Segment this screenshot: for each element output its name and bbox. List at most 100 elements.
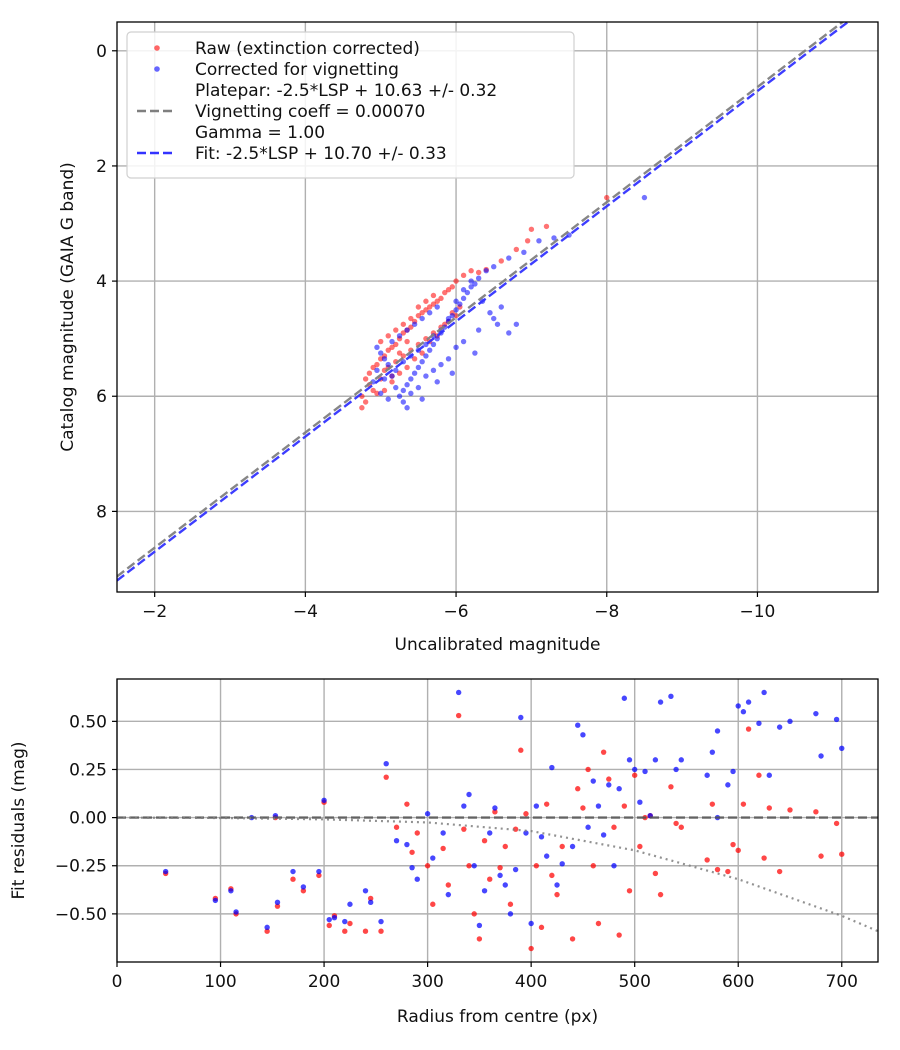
data-point [374, 390, 380, 397]
data-point [730, 768, 736, 775]
data-point [404, 801, 410, 807]
data-point [434, 304, 440, 310]
x-tick-label: 600 [722, 972, 754, 992]
data-point [274, 903, 281, 909]
data-point [468, 268, 474, 274]
data-point [483, 268, 489, 274]
fit-line-fit [117, 22, 850, 582]
data-point [423, 373, 429, 379]
data-point [657, 891, 664, 898]
legend-box [126, 31, 575, 179]
data-point [385, 396, 391, 402]
data-point [400, 399, 407, 405]
data-point [396, 333, 403, 339]
data-point [415, 364, 422, 371]
data-point [362, 888, 369, 894]
x-axis-label: Radius from centre (px) [397, 1007, 598, 1027]
data-point [507, 911, 514, 917]
data-point [678, 824, 684, 830]
data-point [400, 321, 407, 327]
data-point [366, 370, 373, 376]
legend-entry-text: Fit: -2.5*LSP + 10.70 +/- 0.33 [195, 144, 447, 164]
data-point [453, 298, 459, 304]
data-point [776, 724, 783, 730]
data-point [396, 370, 403, 376]
data-point [378, 918, 384, 925]
data-point [468, 278, 474, 284]
data-point [673, 820, 679, 827]
data-point [419, 396, 425, 402]
data-point [487, 830, 493, 836]
data-point [554, 891, 560, 898]
data-point [575, 722, 581, 728]
data-point [426, 310, 433, 316]
data-point [453, 344, 459, 350]
x-axis-label: Uncalibrated magnitude [395, 635, 601, 655]
data-point [389, 379, 395, 385]
x-tick-label: 100 [204, 972, 236, 992]
data-point [404, 405, 410, 411]
data-point [642, 768, 648, 775]
data-point [430, 292, 437, 299]
data-point [709, 749, 716, 755]
data-point [455, 712, 462, 719]
data-point [464, 289, 471, 296]
data-point [367, 895, 374, 902]
data-point [438, 361, 444, 368]
data-point [551, 235, 557, 241]
plot-content [117, 689, 878, 952]
data-point [590, 863, 596, 869]
y-tick-label: 4 [96, 272, 107, 292]
data-point [476, 936, 483, 942]
data-point [481, 838, 488, 844]
data-point [631, 766, 638, 773]
data-point [378, 356, 384, 362]
data-point [766, 772, 772, 778]
data-point [414, 876, 420, 882]
data-point [460, 287, 467, 293]
data-point [498, 258, 504, 264]
data-point [400, 330, 407, 336]
data-point [389, 344, 395, 350]
x-tick-label: −2 [142, 602, 167, 622]
data-point [430, 855, 436, 861]
legend-entry-text: Vignetting coeff = 0.00070 [195, 102, 425, 122]
data-point [445, 356, 452, 362]
data-point [523, 830, 529, 836]
data-point [424, 811, 431, 817]
data-point [668, 693, 674, 700]
data-point [460, 295, 467, 302]
data-point [604, 194, 610, 201]
data-point [475, 269, 482, 276]
data-point [461, 803, 467, 809]
data-point [453, 307, 459, 313]
data-point [502, 882, 508, 888]
data-point [472, 350, 478, 356]
data-point [498, 304, 504, 310]
data-point [347, 901, 353, 907]
data-point [761, 855, 767, 861]
data-point [300, 888, 307, 894]
data-point [506, 330, 512, 336]
data-point [362, 376, 369, 382]
x-tick-label: 300 [411, 972, 443, 992]
series-0-points [162, 712, 845, 952]
data-point [445, 891, 452, 898]
data-point [513, 321, 520, 327]
data-point [453, 278, 459, 284]
data-point [652, 870, 659, 877]
data-point [378, 390, 384, 397]
data-point [378, 338, 384, 345]
data-point [543, 853, 550, 859]
data-point [370, 387, 376, 394]
data-point [362, 928, 369, 934]
data-point [385, 333, 391, 339]
data-point [833, 820, 840, 827]
data-point [472, 281, 478, 287]
data-point [626, 888, 633, 894]
data-point [408, 390, 414, 397]
data-point [506, 255, 512, 261]
data-point [626, 757, 633, 763]
data-point [290, 876, 296, 882]
